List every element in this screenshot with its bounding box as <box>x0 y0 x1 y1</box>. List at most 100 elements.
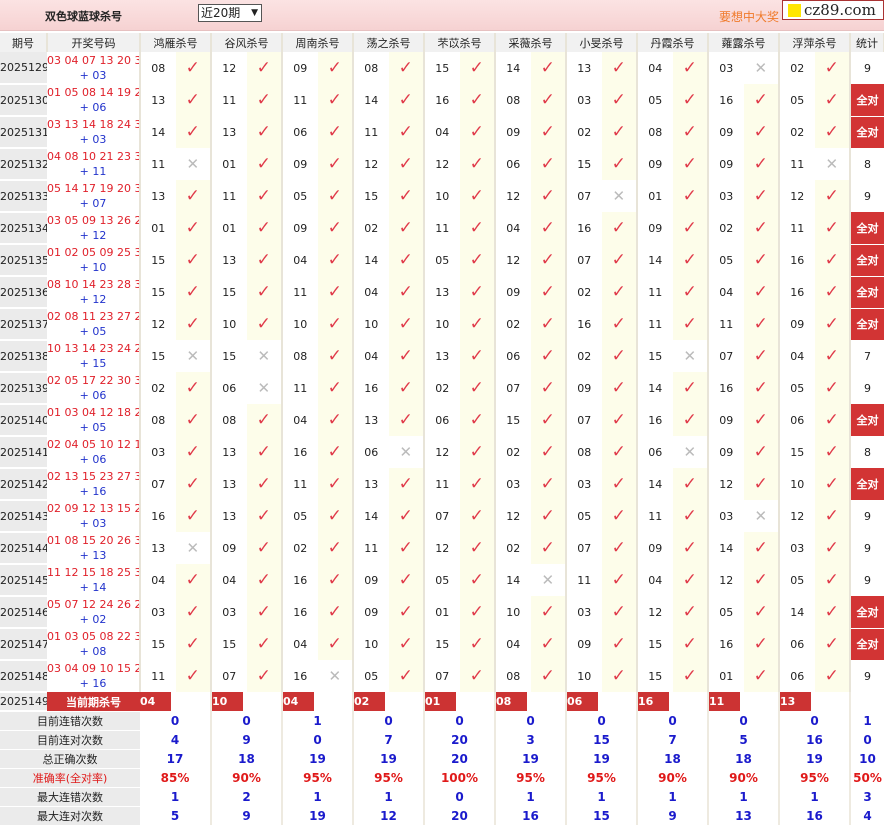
kill-number: 02 <box>577 285 592 299</box>
kill-number: 15 <box>648 637 663 651</box>
check-icon: ✓ <box>388 244 425 276</box>
summary-value: 17 <box>140 749 212 768</box>
kill-number: 05 <box>293 189 308 203</box>
blue-ball: + 16 <box>79 677 107 690</box>
cross-icon: ✕ <box>743 500 780 532</box>
check-icon: ✓ <box>530 436 567 468</box>
period-cell: 2025131 <box>0 116 47 149</box>
draw-numbers-cell: 02 13 15 23 27 31 + 16 <box>47 468 141 500</box>
summary-value: 19 <box>779 749 851 768</box>
kill-number: 10 <box>506 605 521 619</box>
kill-number: 07 <box>577 253 592 267</box>
kill-number: 04 <box>648 573 663 587</box>
kill-number: 14 <box>364 509 379 523</box>
kill-number: 02 <box>435 381 450 395</box>
kill-number: 09 <box>293 157 308 171</box>
table-row: 2025135 01 02 05 09 25 32 + 10 15 ✓ 13 ✓ 04 ✓ 14 ✓… <box>0 244 884 277</box>
red-balls: 10 13 14 23 24 27 <box>47 342 140 355</box>
kill-number: 12 <box>506 509 521 523</box>
check-icon: ✓ <box>317 84 354 116</box>
kill-number: 09 <box>719 125 734 139</box>
all-correct-badge: 全对 <box>850 596 884 629</box>
check-icon: ✓ <box>672 276 709 308</box>
check-icon: ✓ <box>530 84 567 116</box>
summary-row: 最大连错次数 1 2 1 1 0 1 1 1 1 1 3 <box>0 787 884 807</box>
promo-link[interactable]: 要想中大奖 <box>719 10 780 24</box>
draw-numbers-cell: 05 07 12 24 26 28 + 02 <box>47 596 141 628</box>
check-icon: ✓ <box>530 340 567 372</box>
current-kill-number: 11 <box>709 692 740 711</box>
summary-value: 90% <box>708 768 780 787</box>
summary-label: 总正确次数 <box>0 749 140 769</box>
period-cell: 2025148 <box>0 660 47 693</box>
site-logo[interactable]: cz89.com <box>782 0 884 20</box>
period-cell: 2025136 <box>0 276 47 309</box>
check-icon: ✓ <box>175 52 212 84</box>
check-icon: ✓ <box>246 276 283 308</box>
kill-number: 16 <box>293 669 308 683</box>
check-icon: ✓ <box>388 628 425 660</box>
hit-count: 9 <box>864 61 871 75</box>
check-icon: ✓ <box>246 564 283 596</box>
kill-number: 11 <box>293 93 308 107</box>
blue-ball: + 11 <box>79 165 107 178</box>
cross-icon: ✕ <box>743 52 780 84</box>
check-icon: ✓ <box>814 532 851 564</box>
kill-number: 16 <box>151 509 166 523</box>
kill-number: 12 <box>364 157 379 171</box>
check-icon: ✓ <box>672 244 709 276</box>
kill-number: 11 <box>648 317 663 331</box>
kill-number: 12 <box>506 253 521 267</box>
check-icon: ✓ <box>246 404 283 436</box>
check-icon: ✓ <box>530 372 567 404</box>
summary-value: 0 <box>566 711 638 730</box>
blue-ball: + 05 <box>79 421 107 434</box>
check-icon: ✓ <box>814 564 851 596</box>
draw-numbers-cell: 01 05 08 14 19 23 + 06 <box>47 84 141 116</box>
cross-icon: ✕ <box>814 148 851 180</box>
draw-numbers-cell: 01 03 04 12 18 24 + 05 <box>47 404 141 436</box>
check-icon: ✓ <box>388 212 425 244</box>
check-icon: ✓ <box>814 180 851 212</box>
check-icon: ✓ <box>175 436 212 468</box>
check-icon: ✓ <box>814 372 851 404</box>
draw-numbers-cell: 05 14 17 19 20 33 + 07 <box>47 180 141 212</box>
check-icon: ✓ <box>601 148 638 180</box>
check-icon: ✓ <box>317 628 354 660</box>
period-cell: 2025145 <box>0 564 47 597</box>
draw-numbers-cell: 02 05 17 22 30 33 + 06 <box>47 372 141 404</box>
kill-number: 14 <box>364 253 379 267</box>
cross-icon: ✕ <box>317 660 354 692</box>
check-icon: ✓ <box>246 468 283 500</box>
check-icon: ✓ <box>743 436 780 468</box>
summary-value: 90% <box>211 768 283 787</box>
period-range-select[interactable]: 近20期 ▼ <box>198 4 262 22</box>
check-icon: ✓ <box>175 564 212 596</box>
check-icon: ✓ <box>459 116 496 148</box>
blue-ball: + 03 <box>79 133 107 146</box>
check-icon: ✓ <box>601 52 638 84</box>
summary-value: 19 <box>282 749 354 768</box>
check-icon: ✓ <box>388 596 425 628</box>
kill-number: 13 <box>222 477 237 491</box>
kill-number: 04 <box>719 285 734 299</box>
kill-number: 16 <box>719 93 734 107</box>
kill-number: 05 <box>790 381 805 395</box>
kill-number: 03 <box>506 477 521 491</box>
summary-value: 1 <box>282 711 354 730</box>
kill-number: 15 <box>648 349 663 363</box>
check-icon: ✓ <box>601 532 638 564</box>
table-row: 2025143 02 09 12 13 15 24 + 03 16 ✓ 13 ✓ 05 ✓ 14 ✓… <box>0 500 884 533</box>
kill-number: 16 <box>648 413 663 427</box>
kill-number: 04 <box>293 253 308 267</box>
check-icon: ✓ <box>317 436 354 468</box>
check-icon: ✓ <box>317 340 354 372</box>
period-cell: 2025132 <box>0 148 47 181</box>
kill-number: 12 <box>151 317 166 331</box>
check-icon: ✓ <box>459 308 496 340</box>
kill-number: 11 <box>293 477 308 491</box>
kill-number: 07 <box>506 381 521 395</box>
draw-numbers-cell: 03 04 09 10 15 22 + 16 <box>47 660 141 692</box>
summary-value: 3 <box>863 789 872 804</box>
check-icon: ✓ <box>814 308 851 340</box>
